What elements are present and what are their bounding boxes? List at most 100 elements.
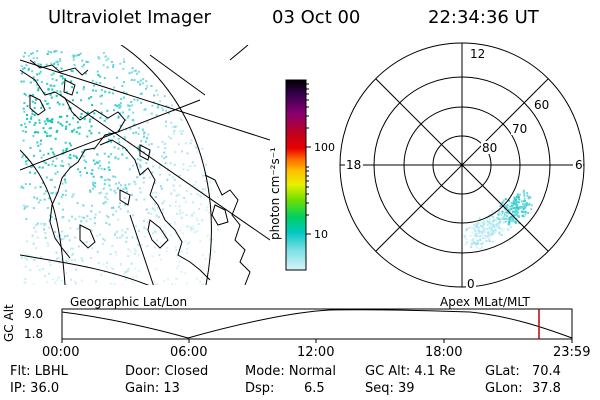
emission-pixel <box>465 229 468 232</box>
emission-pixel <box>503 215 505 218</box>
emission-pixel <box>21 72 23 75</box>
emission-pixel <box>115 254 118 257</box>
emission-pixel <box>83 159 86 162</box>
emission-pixel <box>479 238 482 241</box>
emission-pixel <box>119 62 122 65</box>
emission-pixel <box>196 217 198 220</box>
emission-pixel <box>526 202 528 205</box>
emission-pixel <box>103 239 106 242</box>
colorbar-tick-10: 10 <box>314 228 328 241</box>
emission-pixel <box>180 119 183 121</box>
emission-pixel <box>117 187 120 190</box>
map-grid-line <box>20 59 270 141</box>
emission-pixel <box>125 187 128 190</box>
emission-pixel <box>33 196 36 199</box>
emission-pixel <box>111 267 114 270</box>
emission-pixel <box>491 233 494 235</box>
altitude-x-ticks <box>61 339 573 343</box>
emission-pixel <box>498 212 501 215</box>
emission-pixel <box>480 231 483 234</box>
emission-pixel <box>502 199 505 202</box>
emission-pixel <box>510 207 513 210</box>
emission-pixel <box>33 60 36 63</box>
emission-pixel <box>108 169 111 171</box>
emission-pixel <box>100 94 103 97</box>
emission-pixel <box>23 102 26 105</box>
emission-pixel <box>127 248 130 251</box>
emission-pixel <box>204 180 207 183</box>
emission-pixel <box>500 228 503 231</box>
emission-pixel <box>59 122 62 125</box>
emission-pixel <box>135 225 138 228</box>
emission-pixel <box>472 226 474 229</box>
emission-pixel <box>522 189 525 192</box>
emission-pixel <box>175 267 178 270</box>
emission-pixel <box>94 182 97 184</box>
emission-pixel <box>164 232 167 235</box>
emission-pixel <box>107 138 110 141</box>
emission-pixel <box>195 277 198 280</box>
emission-pixel <box>26 240 29 243</box>
emission-pixel <box>142 172 145 175</box>
emission-pixel <box>46 241 49 244</box>
emission-pixel <box>146 85 149 88</box>
emission-pixel <box>43 92 46 95</box>
emission-pixel <box>61 75 64 78</box>
emission-pixel <box>71 253 74 255</box>
emission-pixel <box>471 231 474 234</box>
emission-pixel <box>504 213 507 215</box>
emission-pixel <box>109 188 112 191</box>
emission-pixel <box>498 232 501 235</box>
emission-pixel <box>26 205 29 208</box>
emission-pixel <box>158 166 161 169</box>
emission-pixel <box>114 157 117 160</box>
emission-pixel <box>104 196 107 199</box>
emission-pixel <box>178 205 181 208</box>
emission-pixel <box>146 221 149 224</box>
emission-pixel <box>482 231 485 234</box>
emission-pixel <box>108 179 111 182</box>
emission-pixel <box>92 159 95 162</box>
emission-pixel <box>55 130 58 133</box>
emission-pixel <box>483 228 486 230</box>
emission-pixel <box>24 94 27 97</box>
emission-pixel <box>78 215 81 218</box>
emission-pixel <box>22 80 25 83</box>
emission-pixel <box>92 184 95 187</box>
emission-pixel <box>194 181 197 184</box>
emission-pixel <box>125 240 128 243</box>
emission-pixel <box>508 199 510 202</box>
emission-pixel <box>204 257 207 260</box>
emission-pixel <box>521 210 524 213</box>
emission-pixel <box>174 232 177 235</box>
emission-pixel <box>509 226 512 229</box>
emission-pixel <box>192 183 195 186</box>
emission-pixel <box>112 213 115 216</box>
emission-pixel <box>517 196 520 199</box>
emission-pixel <box>510 204 513 207</box>
emission-pixel <box>153 246 156 249</box>
emission-pixel <box>32 207 35 209</box>
emission-pixel <box>491 209 494 212</box>
emission-pixel <box>511 220 514 223</box>
emission-pixel <box>522 205 525 208</box>
emission-pixel <box>36 50 39 53</box>
emission-pixel <box>50 178 53 181</box>
emission-pixel <box>490 223 493 226</box>
emission-pixel <box>168 224 171 227</box>
emission-pixel <box>174 151 177 154</box>
emission-pixel <box>134 267 137 270</box>
emission-pixel <box>163 200 166 203</box>
emission-pixel <box>154 196 157 198</box>
emission-pixel <box>201 147 204 150</box>
observation-time: 22:34:36 UT <box>428 7 539 28</box>
emission-pixel <box>498 224 501 227</box>
emission-pixel <box>163 224 166 227</box>
emission-pixel <box>522 191 525 194</box>
emission-pixel <box>153 94 156 97</box>
emission-pixel <box>84 72 87 75</box>
emission-pixel <box>103 119 106 122</box>
emission-pixel <box>128 183 131 186</box>
emission-pixel <box>140 140 143 143</box>
emission-pixel <box>492 240 494 243</box>
